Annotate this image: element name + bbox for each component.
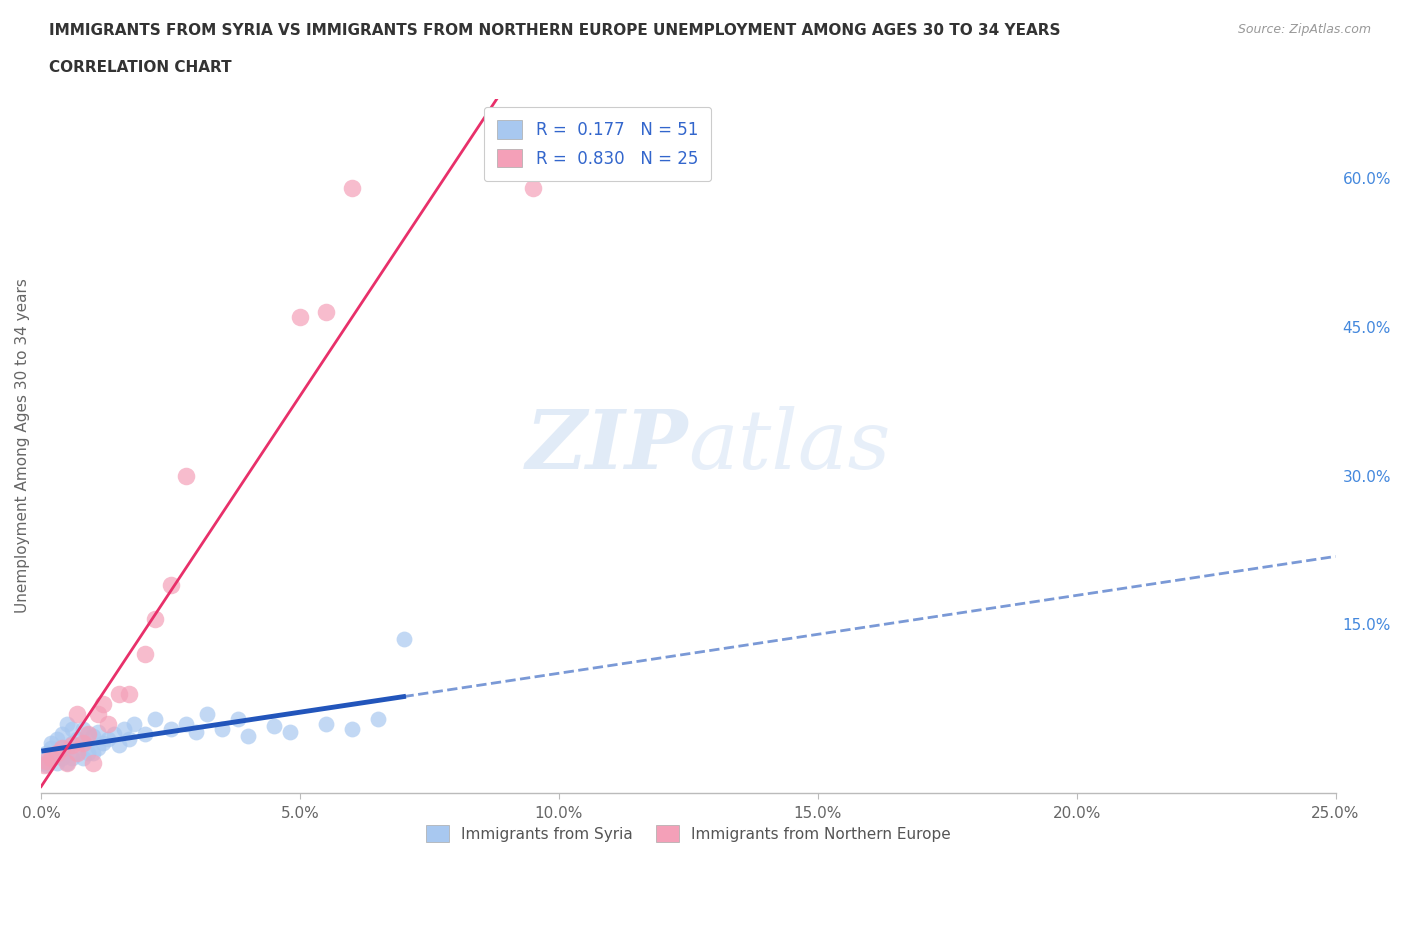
Point (51, 751, 73, 765)
Point (124, 716, 146, 731)
Point (87, 724, 110, 739)
Point (340, 180, 363, 195)
Point (134, 646, 156, 661)
Point (72, 736, 94, 751)
Point (340, 721, 363, 736)
Point (32, 756, 55, 771)
Point (41, 751, 63, 765)
Point (367, 711, 389, 726)
Point (103, 726, 125, 741)
Point (118, 731, 141, 746)
Point (522, 180, 544, 195)
Point (195, 706, 218, 721)
Point (41, 741, 63, 756)
Point (278, 724, 301, 739)
Point (238, 728, 260, 743)
Point (87, 706, 110, 721)
Point (45, 746, 67, 761)
Point (97, 716, 120, 731)
Point (288, 310, 311, 325)
Point (66, 746, 89, 761)
Point (143, 711, 166, 726)
Point (45, 731, 67, 746)
Point (263, 718, 285, 733)
Point (315, 304, 337, 319)
Point (66, 706, 89, 721)
Point (76, 726, 98, 741)
Point (186, 724, 208, 739)
Point (107, 686, 129, 701)
Point (97, 731, 120, 746)
Point (60, 738, 83, 753)
Point (35, 758, 58, 773)
Text: IMMIGRANTS FROM SYRIA VS IMMIGRANTS FROM NORTHERN EUROPE UNEMPLOYMENT AMONG AGES: IMMIGRANTS FROM SYRIA VS IMMIGRANTS FROM… (49, 23, 1060, 38)
Point (51, 741, 73, 756)
Legend: Immigrants from Syria, Immigrants from Northern Europe: Immigrants from Syria, Immigrants from N… (420, 819, 957, 848)
Point (35, 746, 58, 761)
Point (143, 612, 166, 627)
Point (91, 736, 114, 751)
Point (56, 716, 79, 731)
Point (41, 736, 63, 751)
Point (76, 746, 98, 761)
Y-axis label: Unemployment Among Ages 30 to 34 years: Unemployment Among Ages 30 to 34 years (15, 278, 30, 613)
Point (66, 746, 89, 761)
Point (82, 728, 104, 743)
Point (72, 736, 94, 751)
Point (174, 716, 197, 731)
Point (56, 756, 79, 771)
Point (174, 468, 197, 483)
Point (32, 758, 55, 773)
Point (82, 746, 104, 761)
Point (45, 756, 67, 771)
Point (60, 751, 83, 765)
Point (118, 686, 141, 701)
Point (60, 721, 83, 736)
Point (56, 741, 79, 756)
Point (60, 736, 83, 751)
Point (107, 738, 129, 753)
Text: atlas: atlas (689, 405, 891, 485)
Point (87, 741, 110, 756)
Point (134, 726, 156, 741)
Point (112, 721, 135, 736)
Point (82, 756, 104, 771)
Point (35, 754, 58, 769)
Point (66, 731, 89, 746)
Point (392, 631, 415, 646)
Point (41, 751, 63, 765)
Point (72, 721, 94, 736)
Point (45, 746, 67, 761)
Point (51, 741, 73, 756)
Text: ZIP: ZIP (526, 405, 689, 485)
Point (315, 716, 337, 731)
Point (211, 721, 233, 736)
Point (72, 751, 94, 765)
Text: CORRELATION CHART: CORRELATION CHART (49, 60, 232, 75)
Point (159, 721, 181, 736)
Point (159, 578, 181, 592)
Point (91, 697, 114, 711)
Point (51, 726, 73, 741)
Point (56, 756, 79, 771)
Text: Source: ZipAtlas.com: Source: ZipAtlas.com (1237, 23, 1371, 36)
Point (76, 726, 98, 741)
Point (226, 711, 249, 726)
